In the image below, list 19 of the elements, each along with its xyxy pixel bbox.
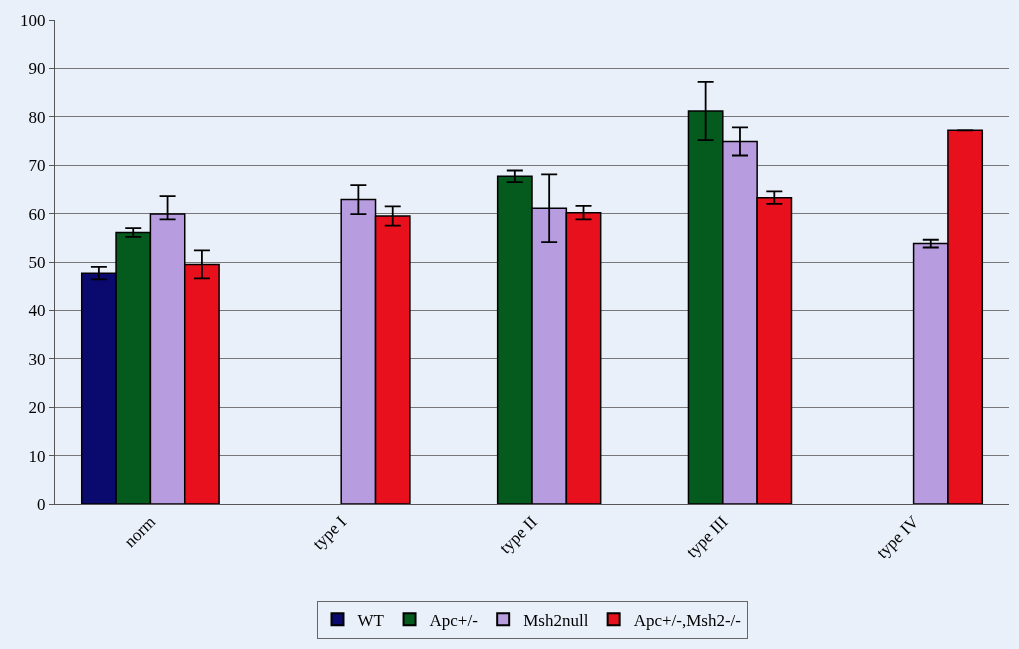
- y-tick-label: 80: [28, 107, 46, 127]
- y-tick-label: 100: [20, 10, 46, 30]
- legend-label: WT: [357, 610, 385, 630]
- y-tick-label: 20: [28, 398, 46, 418]
- y-tick-label: 90: [28, 59, 46, 79]
- x-tick-label: type III: [682, 512, 732, 562]
- y-tick-label: 10: [28, 446, 46, 466]
- y-tick-label: 30: [28, 349, 46, 369]
- y-tick-label: 70: [28, 156, 46, 176]
- x-tick-label: type IV: [872, 511, 923, 563]
- legend-label: Apc+/-: [429, 610, 479, 630]
- y-tick-label: 40: [28, 301, 46, 321]
- legend-label: Msh2null: [523, 610, 589, 630]
- x-tick-label: type II: [495, 512, 542, 558]
- y-tick-label: 60: [28, 204, 46, 224]
- y-tick-label: 0: [37, 494, 46, 514]
- x-tick-label: type I: [308, 512, 351, 554]
- y-tick-label: 50: [28, 252, 46, 272]
- legend-label: Apc+/-,Msh2-/-: [633, 610, 742, 630]
